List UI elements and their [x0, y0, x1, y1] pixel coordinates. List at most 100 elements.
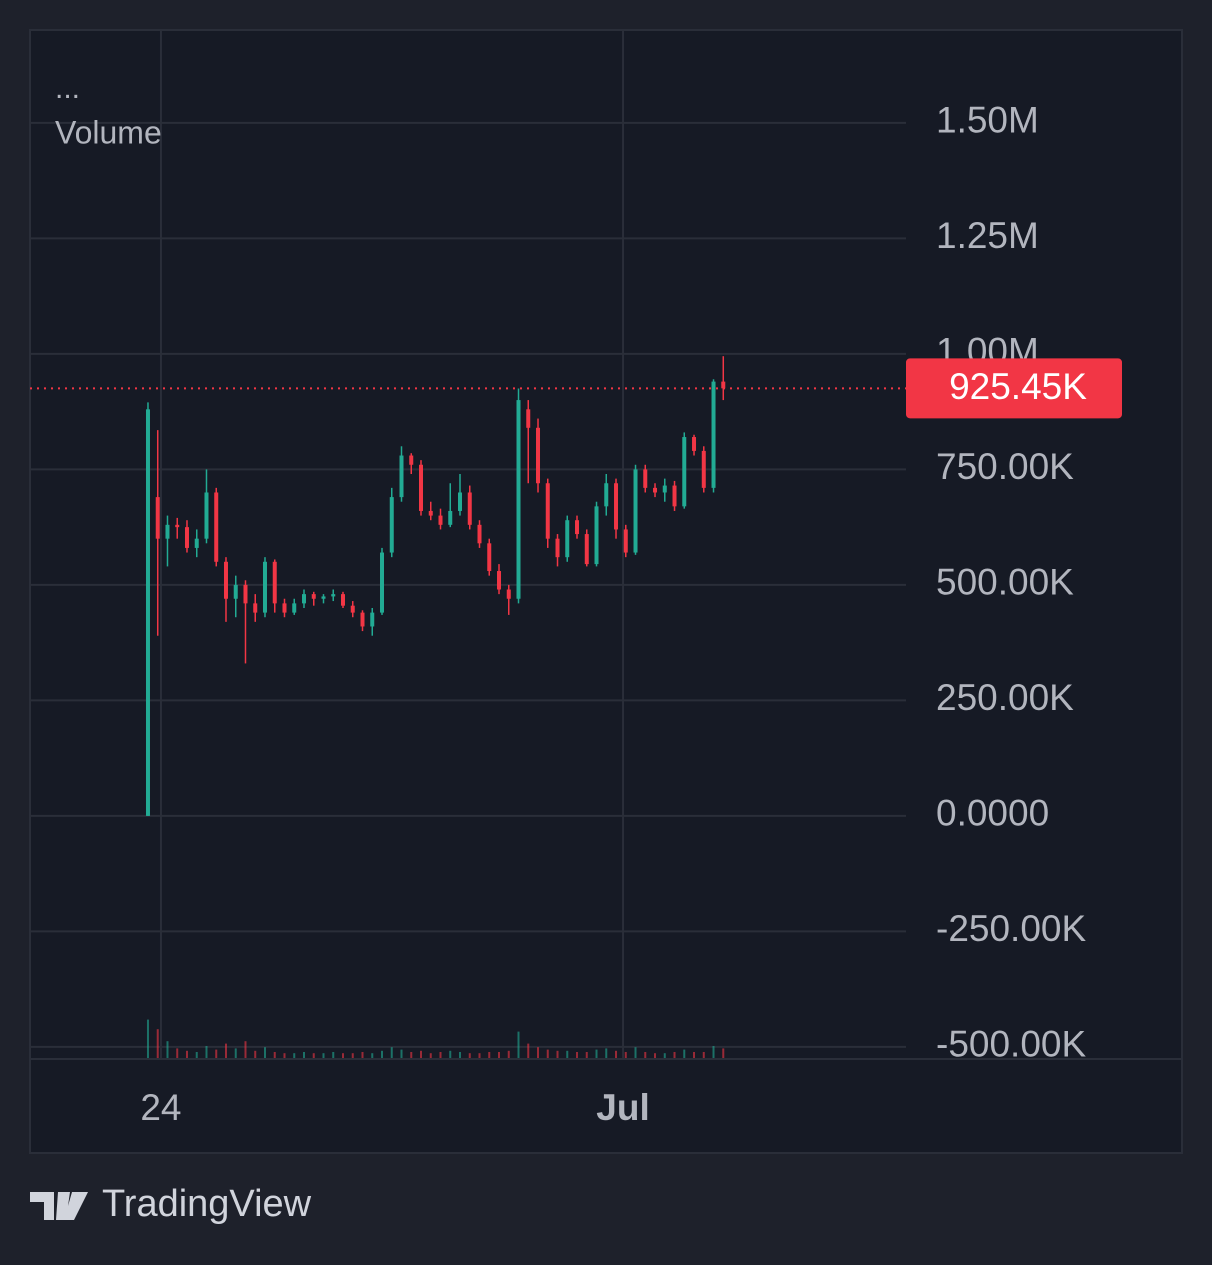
candle-body	[701, 450, 706, 488]
candle-body	[331, 594, 336, 597]
volume-bar	[537, 1047, 540, 1058]
candle-body	[604, 483, 609, 507]
volume-bar	[624, 1052, 627, 1058]
volume-bar	[556, 1050, 559, 1058]
volume-bar	[263, 1047, 266, 1058]
plot	[145, 356, 726, 1058]
y-tick-label: -500.00K	[936, 1024, 1086, 1065]
candle-body	[458, 492, 463, 511]
candle-body	[292, 603, 297, 613]
grid	[30, 30, 906, 1058]
branding: TradingView	[102, 1183, 312, 1225]
candle-body	[555, 538, 560, 558]
volume-bar	[478, 1053, 481, 1058]
candle-body	[184, 527, 189, 548]
candle-body	[633, 469, 638, 553]
candle-body	[379, 552, 384, 613]
volume-bar	[371, 1053, 374, 1058]
y-tick-label: -250.00K	[936, 908, 1086, 949]
candle-body	[145, 409, 150, 816]
candle-body	[497, 571, 502, 590]
volume-bar	[234, 1048, 237, 1058]
volume-bar	[546, 1049, 549, 1058]
candle-body	[194, 538, 199, 548]
candle-body	[623, 529, 628, 553]
candle-body	[594, 506, 599, 565]
y-tick-label: 250.00K	[936, 677, 1074, 718]
volume-bar	[273, 1052, 276, 1058]
candle-body	[272, 561, 277, 604]
candle-body	[662, 485, 667, 493]
legend-title: Volume	[55, 114, 162, 150]
candle-body	[350, 605, 355, 613]
candle-body	[506, 589, 511, 599]
candle-body	[340, 594, 345, 606]
volume-bar	[390, 1047, 393, 1058]
volume-bar	[683, 1049, 686, 1058]
volume-bar	[215, 1049, 218, 1058]
y-tick-label: 1.50M	[936, 100, 1039, 141]
candle-body	[321, 596, 326, 599]
candle-body	[311, 594, 316, 599]
volume-bar	[634, 1047, 637, 1058]
candle-body	[165, 524, 170, 539]
volume-bar	[702, 1052, 705, 1058]
volume-bar	[615, 1050, 618, 1058]
volume-bar	[176, 1048, 179, 1058]
volume-bar	[712, 1046, 715, 1058]
volume-bar	[146, 1019, 149, 1058]
logo: TradingView	[30, 1183, 312, 1225]
volume-bar	[722, 1048, 725, 1058]
candle-body	[545, 483, 550, 539]
volume-bar	[156, 1029, 159, 1058]
candle-body	[428, 510, 433, 516]
volume-bar	[605, 1048, 608, 1058]
candle-body	[487, 543, 492, 572]
y-tick-label: 1.25M	[936, 215, 1039, 256]
candle-body	[253, 603, 258, 613]
candle-body	[262, 561, 267, 613]
candle-body	[643, 469, 648, 488]
volume-bar	[361, 1052, 364, 1058]
volume-bar	[459, 1052, 462, 1058]
candle-body	[682, 437, 687, 507]
volume-bar	[663, 1053, 666, 1058]
volume-bar	[293, 1053, 296, 1058]
candle-body	[448, 510, 453, 525]
volume-bar	[468, 1053, 471, 1058]
candle-body	[155, 497, 160, 539]
volume-bar	[576, 1052, 579, 1058]
volume-bar	[312, 1053, 315, 1058]
candle-body	[419, 464, 424, 511]
volume-bar	[585, 1052, 588, 1058]
chart-frame	[29, 29, 1183, 1154]
candle-body	[575, 520, 580, 535]
volume-bar	[566, 1050, 569, 1058]
volume-bar	[380, 1050, 383, 1058]
volume-bar	[254, 1050, 257, 1058]
candle-body	[389, 497, 394, 553]
candle-body	[692, 437, 697, 451]
volume-bar	[673, 1052, 676, 1058]
volume-bar	[205, 1046, 208, 1058]
volume-bar	[449, 1050, 452, 1058]
volume-bar	[420, 1050, 423, 1058]
volume-bar	[224, 1043, 227, 1058]
volume-bar	[595, 1049, 598, 1058]
candle-body	[516, 400, 521, 599]
candle-body	[282, 603, 287, 613]
candle-body	[214, 492, 219, 562]
candle-body	[409, 455, 414, 465]
volume-bar	[439, 1052, 442, 1058]
volume-bar	[488, 1052, 491, 1058]
candle-body	[467, 492, 472, 525]
volume-bar	[517, 1031, 520, 1058]
candle-body	[399, 455, 404, 498]
volume-bar	[351, 1053, 354, 1058]
x-tick-label: Jul	[596, 1087, 649, 1128]
candle-body	[233, 584, 238, 599]
legend-menu[interactable]: ...	[55, 72, 80, 105]
volume-bar	[332, 1052, 335, 1058]
